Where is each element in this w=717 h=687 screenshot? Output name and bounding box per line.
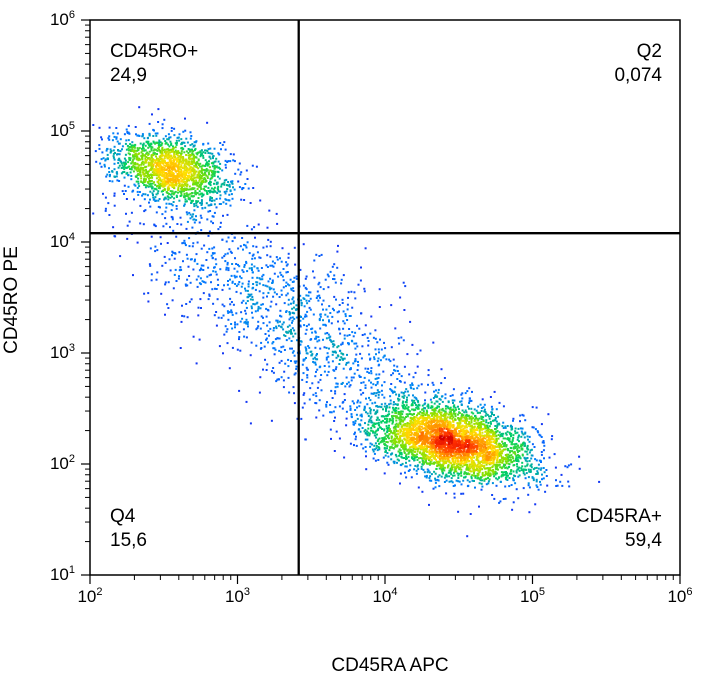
plot-svg: 102103104105106101102103104105106 — [0, 0, 717, 687]
facs-dotplot: 102103104105106101102103104105106 CD45RO… — [0, 0, 717, 687]
quadrant-q4-label: Q415,6 — [110, 505, 147, 553]
quadrant-q1-label: CD45RO+24,9 — [110, 40, 198, 88]
x-axis-label: CD45RA APC — [331, 655, 448, 677]
quadrant-q3-label: CD45RA+59,4 — [576, 505, 662, 553]
y-axis-label: CD45RO PE — [1, 246, 23, 354]
quadrant-q2-label: Q20,074 — [614, 40, 662, 88]
